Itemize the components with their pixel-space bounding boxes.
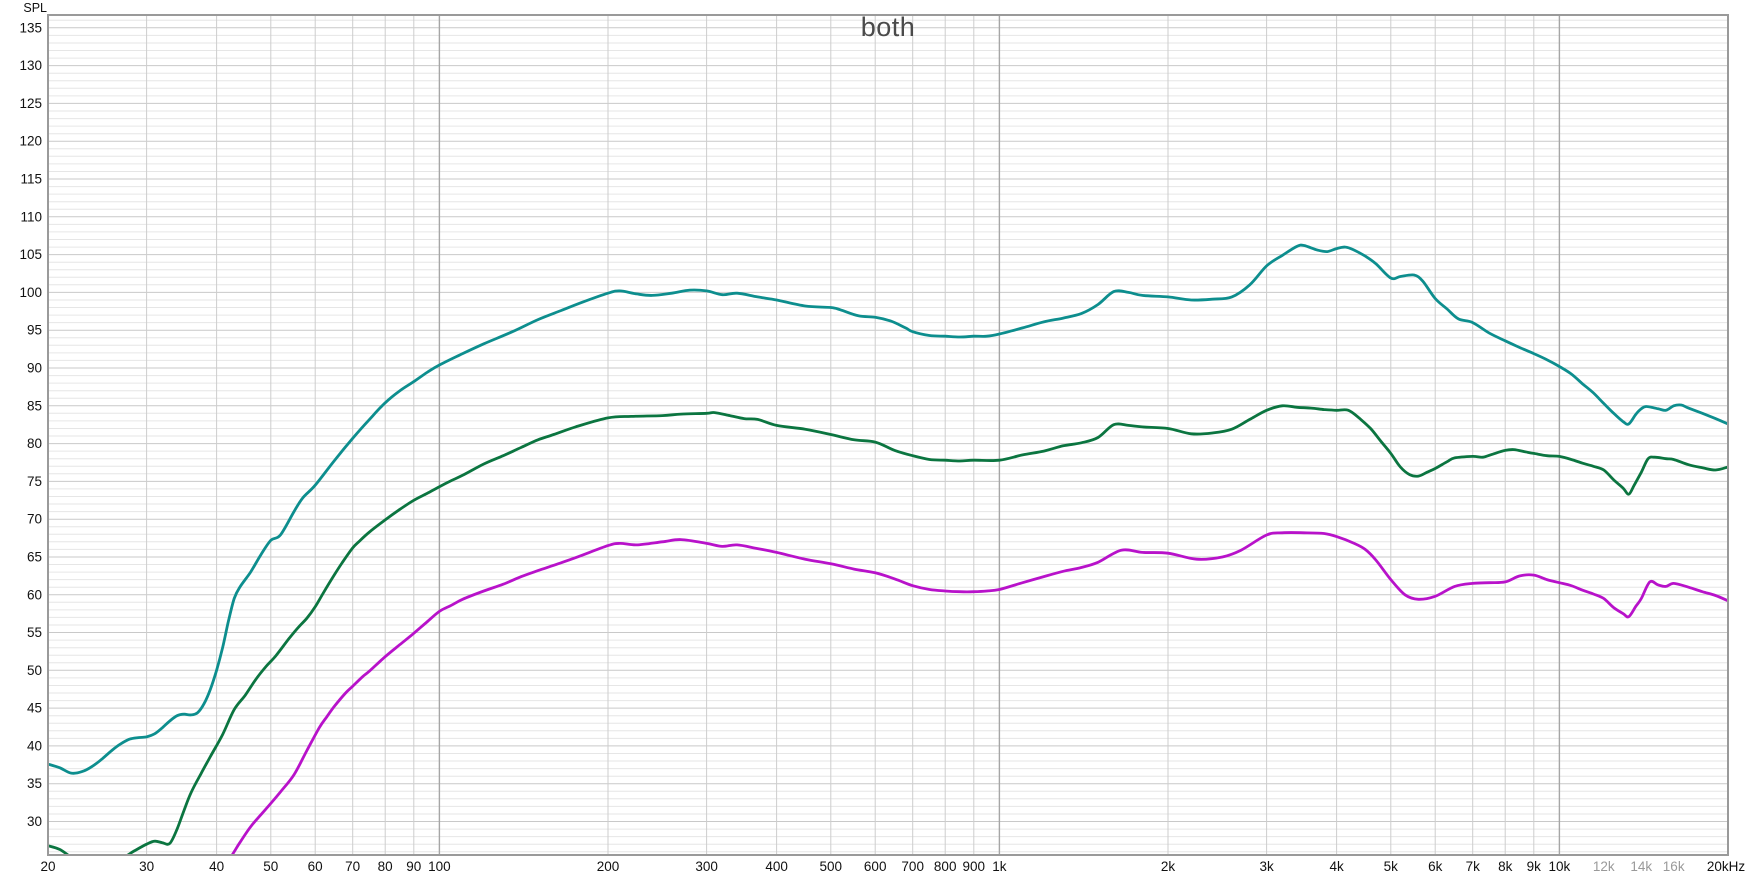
x-tick-label: 10k xyxy=(1549,859,1571,874)
x-tick-label: 60 xyxy=(308,859,323,874)
y-tick-label: 100 xyxy=(19,285,42,300)
x-tick-label: 2k xyxy=(1161,859,1176,874)
y-tick-label: 75 xyxy=(27,474,42,489)
y-axis-labels: 135 130 125 120 115 110 105 100 95 90 85 80 75 70 65 60… xyxy=(19,20,42,829)
y-tick-label: 120 xyxy=(19,134,42,149)
x-tick-label: 20 xyxy=(40,859,55,874)
x-tick-label: 1k xyxy=(992,859,1007,874)
series-teal-curve xyxy=(48,243,1728,775)
chart-title: both xyxy=(860,12,916,42)
x-tick-label: 5k xyxy=(1384,859,1399,874)
y-tick-label: 65 xyxy=(27,550,42,565)
y-tick-label: 130 xyxy=(19,58,42,73)
y-tick-label: 110 xyxy=(20,209,42,224)
y-tick-label: 105 xyxy=(19,247,42,262)
x-tick-label: 14k xyxy=(1630,859,1652,874)
x-tick-label: 4k xyxy=(1329,859,1344,874)
x-axis-labels: 20 30 40 50 60 70 80 90 100 200 300 400 500 600 700 800… xyxy=(40,859,1745,874)
y-tick-label: 125 xyxy=(19,96,42,111)
x-tick-label: 200 xyxy=(597,859,620,874)
y-tick-label: 50 xyxy=(27,663,42,678)
y-tick-label: 45 xyxy=(27,701,42,716)
y-tick-label: 55 xyxy=(27,625,42,640)
y-tick-label: 60 xyxy=(27,587,42,602)
y-axis-unit-label: SPL xyxy=(23,1,47,15)
x-tick-label: 600 xyxy=(864,859,887,874)
curves xyxy=(48,243,1728,855)
y-tick-label: 85 xyxy=(27,398,42,413)
y-tick-label: 35 xyxy=(27,776,42,791)
x-tick-label: 16k xyxy=(1663,859,1685,874)
x-tick-label: 3k xyxy=(1259,859,1274,874)
x-tick-label: 50 xyxy=(263,859,278,874)
x-tick-label: 6k xyxy=(1428,859,1443,874)
x-tick-label: 7k xyxy=(1466,859,1481,874)
x-tick-label: 8k xyxy=(1498,859,1513,874)
x-tick-label: 90 xyxy=(406,859,421,874)
x-tick-label: 700 xyxy=(901,859,924,874)
plot-border xyxy=(47,14,1729,856)
x-tick-label: 300 xyxy=(695,859,718,874)
x-tick-label: 80 xyxy=(378,859,393,874)
x-tick-label: 800 xyxy=(934,859,957,874)
x-tick-label: 900 xyxy=(963,859,986,874)
y-tick-label: 95 xyxy=(27,323,42,338)
x-tick-label: 12k xyxy=(1593,859,1615,874)
x-tick-label: 20kHz xyxy=(1707,859,1746,874)
series-green-curve xyxy=(48,404,1728,855)
series-magenta-curve xyxy=(230,531,1728,855)
y-tick-label: 135 xyxy=(19,20,42,35)
x-tick-label: 70 xyxy=(345,859,360,874)
x-tick-label: 9k xyxy=(1527,859,1542,874)
x-tick-label: 30 xyxy=(139,859,154,874)
y-tick-label: 30 xyxy=(27,814,42,829)
x-tick-label: 400 xyxy=(765,859,788,874)
y-tick-label: 80 xyxy=(27,436,42,451)
x-tick-label: 500 xyxy=(820,859,843,874)
y-tick-label: 70 xyxy=(27,512,42,527)
x-tick-label: 40 xyxy=(209,859,224,874)
x-tick-label: 100 xyxy=(428,859,451,874)
y-tick-label: 40 xyxy=(27,738,42,753)
grid xyxy=(48,15,1728,855)
y-tick-label: 90 xyxy=(27,361,42,376)
y-tick-label: 115 xyxy=(20,172,42,187)
